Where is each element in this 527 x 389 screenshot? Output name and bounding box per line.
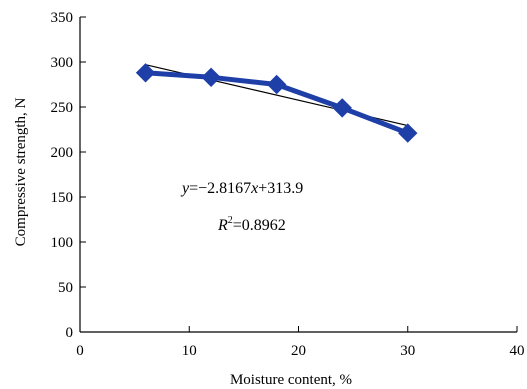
r2-value: =0.8962	[233, 217, 286, 234]
eq-intercept: +313.9	[258, 180, 303, 197]
data-point	[135, 63, 156, 83]
regression-equation: y=−2.8167x+313.9	[180, 180, 303, 197]
x-tick-label: 0	[76, 343, 84, 359]
eq-x: x	[250, 180, 258, 197]
y-tick-label: 0	[66, 325, 74, 341]
y-tick-label: 150	[51, 190, 74, 206]
x-tick-label: 30	[400, 343, 415, 359]
x-axis-title: Moisture content, %	[230, 372, 352, 388]
x-tick-label: 40	[510, 343, 525, 359]
x-tick-label: 10	[182, 343, 197, 359]
eq-y: y	[180, 180, 190, 197]
r2-r: R	[217, 217, 228, 234]
y-tick-label: 300	[51, 55, 74, 71]
x-tick-label: 20	[291, 343, 306, 359]
series-group	[135, 63, 418, 143]
y-tick-label: 350	[51, 10, 74, 26]
eq-slope: =−2.8167	[189, 180, 251, 197]
y-tick-label: 100	[51, 235, 74, 251]
y-tick-label: 50	[58, 280, 73, 296]
data-point	[398, 123, 418, 143]
data-point	[201, 67, 221, 88]
y-tick-label: 200	[51, 145, 74, 161]
x-ticks: 0 10 20 30 40	[76, 326, 525, 359]
data-point	[266, 74, 287, 95]
y-axis-title: Compressive strength, N	[13, 97, 29, 246]
r2-superscript: 2	[228, 215, 233, 226]
r-squared: R2=0.8962	[217, 215, 286, 234]
y-ticks: 0 50 100 150 200 250 300 350	[51, 10, 86, 341]
y-tick-label: 250	[51, 100, 74, 116]
data-point	[332, 98, 352, 118]
